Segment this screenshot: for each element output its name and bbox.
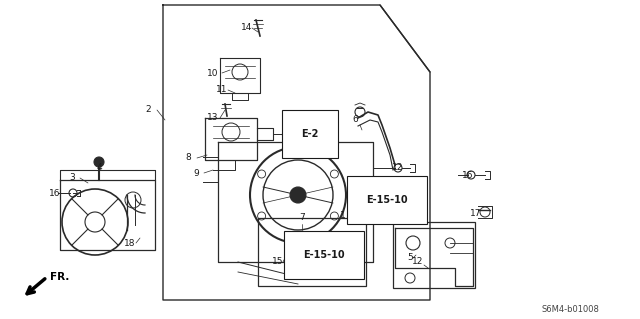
- Text: 7: 7: [299, 213, 305, 222]
- Text: 14: 14: [241, 24, 253, 33]
- Text: 16: 16: [49, 189, 61, 197]
- Text: E-15-10: E-15-10: [303, 250, 344, 260]
- Text: 10: 10: [207, 69, 219, 78]
- Text: 9: 9: [193, 168, 199, 177]
- Text: 16: 16: [462, 170, 474, 180]
- Text: 18: 18: [124, 239, 136, 248]
- Circle shape: [94, 157, 104, 167]
- Text: 1: 1: [340, 211, 346, 219]
- Bar: [393, 222, 475, 288]
- Text: 11: 11: [216, 85, 228, 94]
- Text: S6M4-b01008: S6M4-b01008: [541, 305, 599, 314]
- Text: 8: 8: [185, 153, 191, 162]
- Bar: [258, 218, 366, 286]
- Circle shape: [290, 187, 306, 203]
- Text: 17: 17: [470, 209, 482, 218]
- Text: E-15-10: E-15-10: [366, 195, 408, 205]
- Text: 2: 2: [145, 106, 151, 115]
- Text: E-2: E-2: [301, 129, 318, 139]
- Text: 5: 5: [407, 254, 413, 263]
- Text: 3: 3: [69, 174, 75, 182]
- Text: 6: 6: [352, 115, 358, 124]
- Text: FR.: FR.: [50, 272, 69, 282]
- Text: 12: 12: [392, 164, 404, 173]
- Text: 12: 12: [412, 257, 424, 266]
- Text: 4: 4: [96, 164, 102, 173]
- Text: 15: 15: [272, 257, 284, 266]
- Text: 13: 13: [207, 114, 219, 122]
